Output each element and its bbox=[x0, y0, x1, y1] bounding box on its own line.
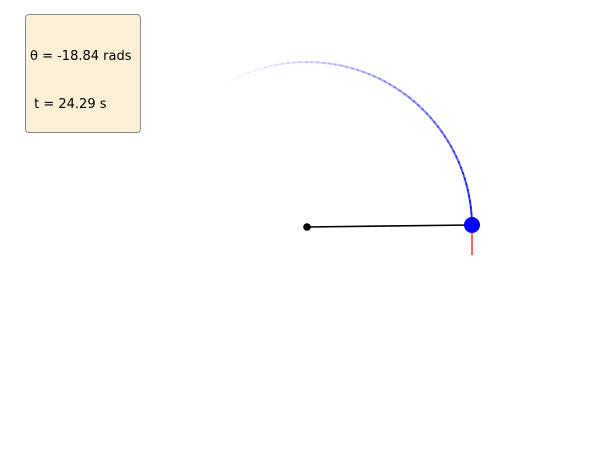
pendulum-rod bbox=[306, 224, 473, 228]
trail-segment bbox=[417, 104, 424, 111]
trail-path bbox=[247, 61, 473, 226]
trail-segment bbox=[393, 86, 401, 92]
theta-readout: θ = -18.84 rads bbox=[30, 49, 132, 64]
trail-segment bbox=[373, 75, 381, 80]
trail-segment bbox=[425, 112, 432, 119]
trail-segment bbox=[378, 77, 386, 83]
trail-segment bbox=[287, 61, 296, 65]
pendulum-bob bbox=[464, 217, 480, 233]
readout-box: θ = -18.84 rads t = 24.29 s bbox=[25, 14, 141, 133]
trail-segment bbox=[421, 108, 428, 115]
trail-segment bbox=[258, 66, 267, 70]
trail-segment bbox=[247, 69, 256, 74]
trail-segment bbox=[281, 62, 290, 65]
trail-segment bbox=[356, 69, 365, 73]
trail-segment bbox=[351, 67, 359, 72]
pivot-point bbox=[303, 223, 311, 231]
trail-segment bbox=[253, 67, 261, 72]
trail-segment bbox=[345, 65, 354, 70]
trail-segment bbox=[334, 63, 342, 67]
trail-segment bbox=[269, 63, 278, 67]
trail-segment bbox=[362, 70, 370, 76]
time-readout: t = 24.29 s bbox=[30, 97, 107, 112]
trail-segment bbox=[383, 80, 391, 86]
trail-segment bbox=[328, 62, 337, 66]
trail-segment bbox=[398, 89, 406, 96]
trail-segment bbox=[322, 61, 331, 65]
trail-segment bbox=[388, 83, 396, 89]
trail-segment bbox=[412, 100, 420, 107]
trail-segment bbox=[339, 64, 348, 68]
trail-segment bbox=[367, 73, 376, 78]
trail-segment bbox=[275, 62, 284, 66]
trail-segment bbox=[264, 64, 272, 69]
trail-segment bbox=[408, 96, 415, 103]
trail-segment bbox=[403, 93, 411, 99]
